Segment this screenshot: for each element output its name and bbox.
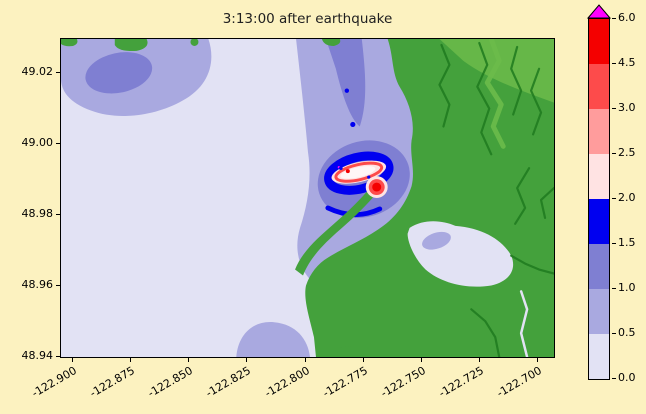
- wave-peak-core: [372, 182, 382, 192]
- y-tick-mark: [56, 214, 60, 215]
- lens-speck-red: [345, 169, 350, 174]
- islet: [190, 39, 199, 46]
- x-tick-label-text: -122.700: [494, 364, 544, 400]
- x-tick-label-text: -122.825: [203, 364, 253, 400]
- colorbar-tick-mark: [612, 153, 616, 154]
- river-stream: [514, 167, 531, 225]
- x-tick-mark: [479, 358, 480, 362]
- harbor-shallow-fringe: [422, 231, 451, 250]
- colorbar-tick-mark: [612, 18, 616, 19]
- colorbar-tick-label: 2.5: [618, 146, 636, 159]
- river-stream: [470, 308, 501, 357]
- colorbar-tick-label: 2.0: [618, 191, 636, 204]
- colorbar-tick-label: 0.0: [618, 371, 636, 384]
- colorbar-tick-mark: [612, 333, 616, 334]
- colorbar-tick-mark: [612, 108, 616, 109]
- colorbar-segment: [589, 19, 609, 64]
- river-stream: [510, 254, 554, 275]
- x-tick-label-text: -122.900: [29, 364, 79, 400]
- river-stream: [529, 67, 543, 136]
- y-tick-mark: [56, 143, 60, 144]
- land-corner-light: [439, 39, 554, 103]
- y-tick-label: 49.02: [21, 65, 54, 78]
- islet: [337, 346, 356, 357]
- colorbar-segment: [589, 64, 609, 109]
- y-tick-label: 48.98: [21, 207, 54, 220]
- tsunami-map: [61, 39, 554, 357]
- x-tick-mark: [130, 358, 131, 362]
- x-tick-mark: [537, 358, 538, 362]
- x-tick-label-text: -122.875: [87, 364, 137, 400]
- creek-pale: [519, 290, 529, 357]
- colorbar-segment: [589, 334, 609, 379]
- x-tick-label-text: -122.775: [320, 364, 370, 400]
- colorbar-tick-mark: [612, 198, 616, 199]
- colorbar-segment: [589, 154, 609, 199]
- plot-title: 3:13:00 after earthquake: [222, 11, 393, 27]
- semiahmoo-spit: [295, 188, 376, 276]
- coastal-shallow-patch: [236, 322, 310, 357]
- wave-ring-blue: [324, 151, 394, 195]
- y-tick-mark: [56, 356, 60, 357]
- river-valley-light: [484, 39, 506, 149]
- lens-speck-dark: [339, 166, 343, 170]
- colorbar-tick-mark: [612, 378, 616, 379]
- colorbar-segment: [589, 199, 609, 244]
- northwest-wave-patch-core: [85, 52, 153, 94]
- colorbar-tick-label: 3.0: [618, 101, 636, 114]
- colorbar-tick-mark: [612, 288, 616, 289]
- x-tick-mark: [246, 358, 247, 362]
- x-tick-mark: [72, 358, 73, 362]
- colorbar: [588, 18, 610, 380]
- x-tick-label-text: -122.800: [262, 364, 312, 400]
- islet: [61, 39, 78, 47]
- colorbar-tick-mark: [612, 243, 616, 244]
- plume-speck: [350, 121, 356, 128]
- x-tick-mark: [305, 358, 306, 362]
- colorbar-segment: [589, 109, 609, 154]
- colorbar-tick-label: 1.5: [618, 236, 636, 249]
- wave-lens-red-ring: [334, 161, 384, 183]
- islet: [321, 39, 341, 46]
- y-tick-mark: [56, 72, 60, 73]
- wave-plume-streak: [325, 39, 366, 127]
- islet: [114, 39, 148, 52]
- x-tick-mark: [188, 358, 189, 362]
- colorbar-tick-label: 0.5: [618, 326, 636, 339]
- colorbar-segment: [589, 289, 609, 334]
- river-stream: [510, 45, 523, 116]
- x-tick-mark: [363, 358, 364, 362]
- colorbar-tick-label: 6.0: [618, 11, 636, 24]
- river-stream: [438, 43, 451, 128]
- y-tick-mark: [56, 285, 60, 286]
- wave-lens-core: [340, 166, 376, 179]
- y-tick-label: 48.96: [21, 278, 54, 291]
- lens-speck-dark: [367, 175, 371, 179]
- x-tick-label-text: -122.850: [145, 364, 195, 400]
- colorbar-tick-label: 1.0: [618, 281, 636, 294]
- river-stream: [476, 41, 493, 156]
- colorbar-overflow-triangle: [587, 4, 611, 19]
- x-tick-mark: [421, 358, 422, 362]
- x-tick-label-text: -122.725: [436, 364, 486, 400]
- river-stream: [539, 186, 554, 219]
- x-tick-label-text: -122.750: [378, 364, 428, 400]
- map-plot-area: [60, 38, 555, 358]
- colorbar-segment: [589, 244, 609, 289]
- y-tick-label: 49.00: [21, 136, 54, 149]
- y-tick-label: 48.94: [21, 349, 54, 362]
- colorbar-tick-mark: [612, 63, 616, 64]
- plume-speck: [344, 88, 350, 93]
- colorbar-tick-label: 4.5: [618, 56, 636, 69]
